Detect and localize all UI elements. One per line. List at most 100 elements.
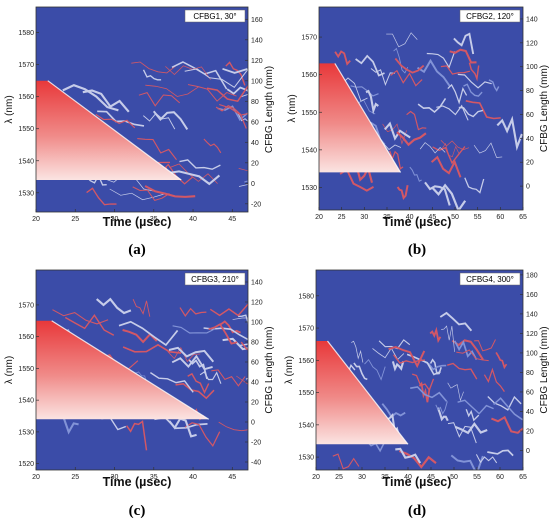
reflection-streak bbox=[456, 349, 489, 362]
reflection-streak bbox=[465, 100, 501, 120]
reflection-streak bbox=[125, 420, 148, 451]
x-axis-label: Time (µsec) bbox=[383, 215, 452, 229]
reflection-streak bbox=[232, 317, 248, 320]
y2-tick-label: 0 bbox=[526, 184, 530, 191]
y2-axis-label: CFBG Length (mm) bbox=[264, 66, 275, 153]
x-tick-label: 35 bbox=[150, 216, 158, 223]
y2-tick-label: 40 bbox=[251, 140, 259, 147]
reflection-streak bbox=[451, 339, 484, 361]
y-tick-label: 1570 bbox=[18, 62, 34, 69]
y-tick-label: 1540 bbox=[18, 398, 34, 405]
x-tick-label: 25 bbox=[71, 216, 79, 223]
reflection-streak bbox=[447, 422, 477, 444]
y2-tick-label: -40 bbox=[251, 460, 261, 467]
y-tick-label: 1570 bbox=[301, 35, 317, 42]
reflection-streak bbox=[440, 140, 470, 150]
reflection-streak bbox=[97, 110, 145, 127]
x-tick-label: 20 bbox=[315, 214, 323, 221]
reflection-streak bbox=[487, 449, 514, 457]
reflection-streak bbox=[396, 185, 409, 201]
x-tick-label: 40 bbox=[404, 474, 412, 481]
x-tick-label: 35 bbox=[381, 474, 389, 481]
legend-label: CFBG2, 120° bbox=[466, 12, 514, 21]
reflection-streak bbox=[240, 341, 248, 351]
reflection-streak bbox=[453, 32, 475, 55]
reflection-streak bbox=[473, 142, 503, 158]
y2-tick-label: 100 bbox=[526, 64, 538, 71]
legend-box bbox=[459, 9, 521, 23]
y-tick-label: 1560 bbox=[18, 334, 34, 341]
reflection-streak bbox=[416, 58, 451, 87]
reflection-streak bbox=[468, 62, 480, 82]
y-tick-label: 1560 bbox=[301, 72, 317, 79]
x-tick-label: 30 bbox=[111, 216, 119, 223]
reflection-streak bbox=[370, 68, 396, 87]
reflection-streak bbox=[334, 50, 351, 66]
reflection-streak bbox=[458, 106, 484, 118]
y-tick-label: 1550 bbox=[298, 390, 314, 397]
reflection-streak bbox=[430, 183, 467, 210]
reflection-streak bbox=[440, 65, 471, 75]
x-tick-label: 35 bbox=[383, 214, 391, 221]
plot-frame bbox=[35, 269, 249, 471]
panel-label: (d) bbox=[408, 503, 426, 519]
y2-tick-label: 20 bbox=[526, 160, 534, 167]
reflection-streak bbox=[382, 123, 408, 145]
reflection-streak bbox=[152, 110, 189, 130]
reflection-streak bbox=[454, 422, 488, 435]
reflection-streak bbox=[203, 138, 222, 154]
y2-tick-label: 80 bbox=[251, 340, 259, 347]
x-axis-label: Time (µsec) bbox=[103, 475, 172, 489]
y2-tick-label: 160 bbox=[526, 292, 538, 299]
x-tick-label: 55 bbox=[473, 474, 481, 481]
y2-tick-label: 0 bbox=[526, 448, 530, 455]
reflection-streak bbox=[394, 57, 425, 74]
reflection-streak bbox=[62, 84, 119, 112]
reflection-streak bbox=[165, 65, 211, 80]
x-tick-label: 60 bbox=[496, 214, 504, 221]
reflection-streak bbox=[95, 297, 132, 315]
y-tick-label: 1540 bbox=[298, 422, 314, 429]
reflection-streak bbox=[435, 401, 448, 415]
y2-tick-label: 140 bbox=[251, 37, 263, 44]
x-axis-label: Time (µsec) bbox=[103, 215, 172, 229]
reflection-streak bbox=[388, 345, 426, 369]
reflection-streak bbox=[395, 447, 422, 464]
reflection-streak bbox=[350, 85, 379, 97]
y2-tick-label: 140 bbox=[526, 16, 538, 23]
reflection-streak bbox=[488, 79, 500, 92]
x-tick-label: 30 bbox=[358, 474, 366, 481]
reflection-streak bbox=[171, 354, 213, 371]
chart-panel-4: 20 25 30 35 40 45 50 55 60 65 1530 1540 1550 1560 1570… bbox=[284, 269, 550, 519]
plot-area bbox=[36, 297, 248, 451]
reflection-streak bbox=[137, 138, 177, 161]
x-axis-label: Time (µsec) bbox=[383, 475, 452, 489]
chart-panel-2: 20 25 30 35 40 45 50 55 60 65 1530 1540 1550 1560 1570… bbox=[287, 6, 550, 258]
reflection-streak bbox=[487, 395, 522, 411]
x-tick-label: 30 bbox=[111, 474, 119, 481]
reflection-streak bbox=[172, 325, 216, 334]
x-tick-label: 20 bbox=[312, 474, 320, 481]
y-tick-label: 1560 bbox=[18, 94, 34, 101]
y-tick-label: 1560 bbox=[298, 358, 314, 365]
y-axis-label: λ (nm) bbox=[4, 95, 15, 123]
y-axis-label: λ (nm) bbox=[4, 356, 15, 384]
reflection-streak bbox=[209, 303, 248, 317]
reflection-streak bbox=[199, 371, 222, 384]
y2-tick-label: 120 bbox=[251, 300, 263, 307]
reflection-streak bbox=[474, 339, 496, 352]
x-tick-label: 50 bbox=[450, 474, 458, 481]
legend-box bbox=[184, 272, 246, 286]
reflection-streak bbox=[168, 346, 215, 363]
reflection-streak bbox=[483, 367, 505, 392]
legend-label: CFBG3, 210° bbox=[191, 275, 239, 284]
reflection-streak bbox=[409, 166, 422, 182]
plot-frame bbox=[318, 6, 524, 211]
reflection-streak bbox=[406, 110, 427, 131]
x-tick-label: 35 bbox=[150, 474, 158, 481]
reflection-streak bbox=[447, 362, 478, 380]
reflection-streak bbox=[372, 347, 405, 361]
reflection-streak bbox=[495, 351, 508, 370]
reflection-streak bbox=[390, 69, 423, 87]
y2-tick-label: 120 bbox=[526, 40, 538, 47]
